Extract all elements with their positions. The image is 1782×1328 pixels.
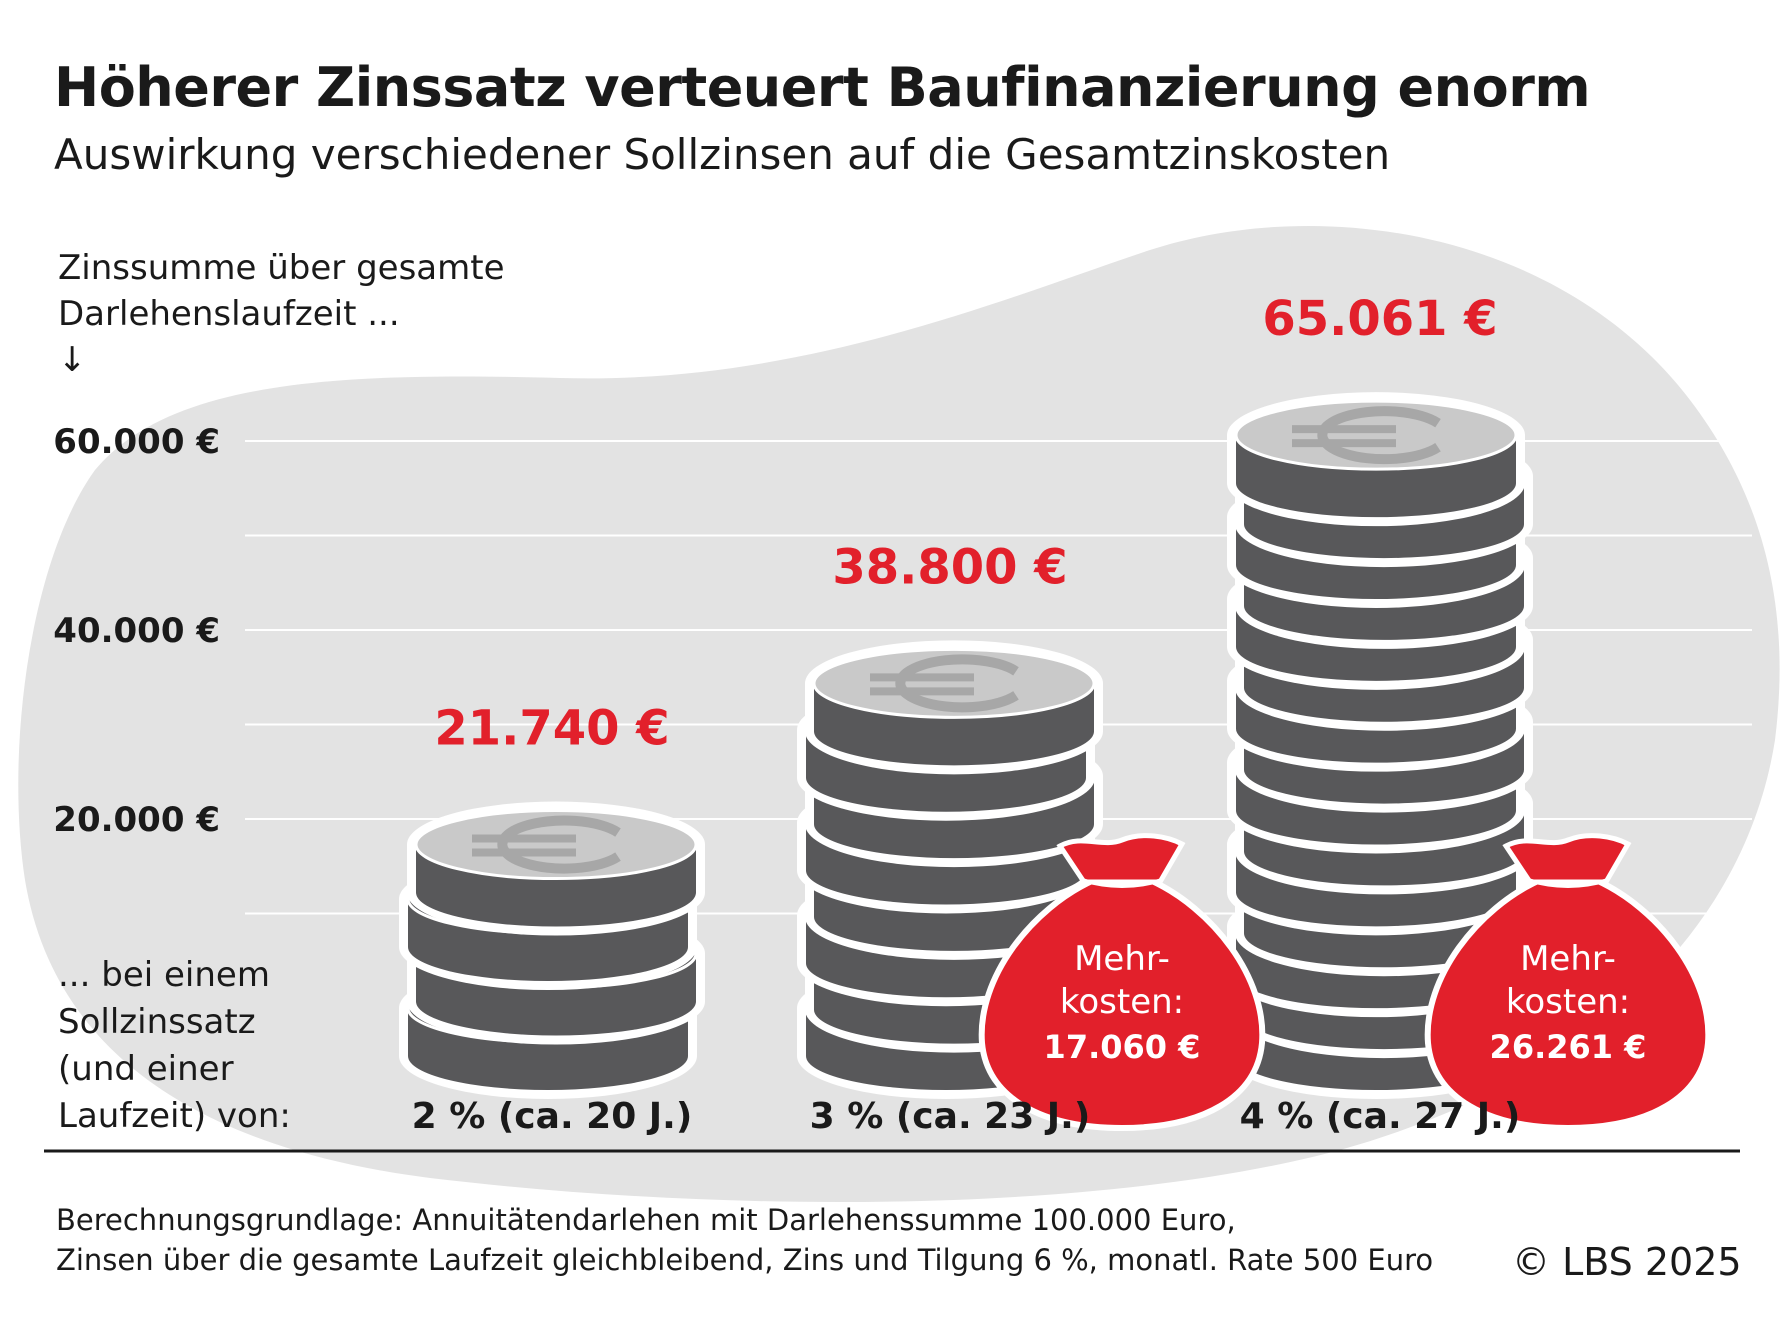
money-bag-tie bbox=[1527, 878, 1609, 888]
footnote: Berechnungsgrundlage: Annuitätendarlehen… bbox=[56, 1200, 1433, 1280]
x-axis-label: ... bei einem Sollzinssatz (und einer La… bbox=[58, 952, 291, 1140]
euro-sign-arc bbox=[1317, 406, 1441, 465]
euro-sign-arc bbox=[895, 654, 1019, 713]
down-arrow-icon: ↓ bbox=[58, 340, 87, 380]
copyright-notice: © LBS 2025 bbox=[1512, 1240, 1742, 1284]
money-bag-body bbox=[978, 877, 1266, 1132]
y-axis-label: Zinssumme über gesamte Darlehenslaufzeit… bbox=[58, 245, 504, 383]
footnote-line: Zinsen über die gesamte Laufzeit gleichb… bbox=[56, 1243, 1434, 1277]
bar-value-label: 38.800 € bbox=[832, 539, 1067, 595]
coin-top-face bbox=[1234, 399, 1518, 471]
money-bag-icon: Mehr-kosten: 17.060 € bbox=[978, 833, 1266, 1132]
money-bag-label: Mehr- bbox=[1074, 939, 1170, 979]
coin-top-face bbox=[812, 647, 1096, 719]
x-axis-label-line: ... bei einem bbox=[58, 955, 270, 995]
money-bag-value: 26.261 € bbox=[1490, 1028, 1647, 1066]
x-category-label: 4 % (ca. 27 J.) bbox=[1240, 1096, 1521, 1137]
x-category-label: 2 % (ca. 20 J.) bbox=[412, 1096, 693, 1137]
euro-sign-icon bbox=[1292, 406, 1441, 465]
euro-sign-arc bbox=[497, 815, 621, 874]
x-category-label: 3 % (ca. 23 J.) bbox=[810, 1096, 1091, 1137]
money-bag-neck bbox=[1056, 833, 1186, 885]
money-bag-label: kosten: bbox=[1060, 982, 1184, 1022]
money-bag-value: 17.060 € bbox=[1044, 1028, 1201, 1066]
money-bag-body bbox=[1424, 877, 1712, 1132]
money-bag-neck bbox=[1502, 833, 1632, 885]
bar-value-label: 65.061 € bbox=[1262, 291, 1497, 347]
chart-subtitle: Auswirkung verschiedener Sollzinsen auf … bbox=[54, 130, 1391, 179]
euro-sign-icon bbox=[870, 654, 1019, 713]
y-axis-label-line: Zinssumme über gesamte bbox=[58, 248, 505, 288]
money-bag-label: Mehr- bbox=[1520, 939, 1616, 979]
euro-sign-icon bbox=[472, 815, 621, 874]
y-axis-label-line: Darlehenslaufzeit ... bbox=[58, 294, 400, 334]
y-tick-label: 40.000 € bbox=[53, 611, 220, 651]
x-axis-label-line: Sollzinssatz bbox=[58, 1002, 256, 1042]
money-bag-icon: Mehr-kosten: 26.261 € bbox=[1424, 833, 1712, 1132]
y-tick-label: 60.000 € bbox=[53, 422, 220, 462]
y-tick-label: 20.000 € bbox=[53, 800, 220, 840]
x-axis-label-line: Laufzeit) von: bbox=[58, 1096, 291, 1136]
x-axis-label-line: (und einer bbox=[58, 1049, 234, 1089]
money-bag-tie bbox=[1081, 878, 1163, 888]
footnote-line: Berechnungsgrundlage: Annuitätendarlehen… bbox=[56, 1203, 1236, 1237]
bar-value-label: 21.740 € bbox=[434, 701, 669, 757]
coin-stack bbox=[399, 801, 705, 1099]
coin-top-face bbox=[414, 809, 698, 881]
chart-title: Höherer Zinssatz verteuert Baufinanzieru… bbox=[54, 56, 1591, 119]
money-bag-label: kosten: bbox=[1506, 982, 1630, 1022]
